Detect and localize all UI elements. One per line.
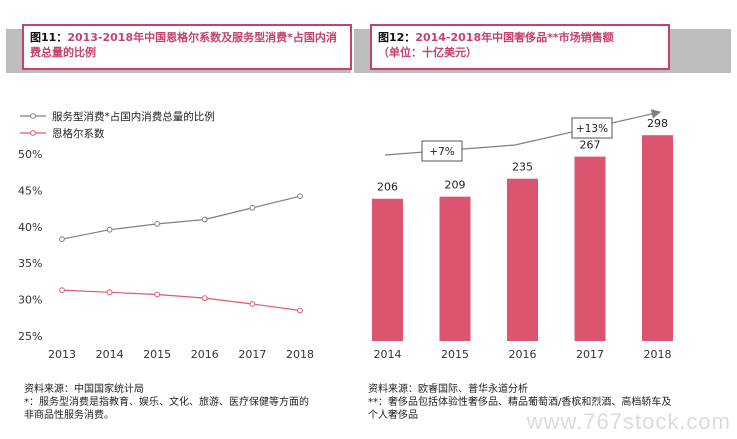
growth-annotation-label: +13% bbox=[576, 123, 608, 135]
legend-marker bbox=[30, 113, 36, 119]
legend-marker bbox=[30, 130, 36, 136]
growth-annotation-box bbox=[571, 117, 613, 139]
data-point bbox=[297, 193, 303, 200]
watermark-text: www.767stock.com bbox=[526, 409, 731, 434]
bar bbox=[642, 135, 673, 341]
y-tick-label: 25% bbox=[18, 330, 42, 343]
bar-value-label: 206 bbox=[377, 181, 398, 194]
data-point bbox=[201, 216, 208, 223]
y-tick-label: 45% bbox=[18, 184, 42, 197]
data-point bbox=[106, 226, 113, 233]
bar-value-label: 209 bbox=[445, 179, 466, 192]
legend-label: 恩格尔系数 bbox=[52, 127, 105, 140]
data-point bbox=[249, 204, 256, 211]
x-tick-label: 2015 bbox=[143, 348, 171, 361]
right-source-line3: 个人奢侈品 bbox=[368, 410, 418, 421]
right-subtitle: （单位：十亿美元） bbox=[378, 46, 477, 59]
left-chart-title: 图11：2013-2018年中国恩格尔系数及服务型消费*占国内消费总量的比例 bbox=[22, 24, 352, 70]
data-point bbox=[297, 307, 303, 314]
data-point bbox=[106, 289, 113, 296]
x-tick-label: 2015 bbox=[441, 348, 469, 361]
data-point bbox=[154, 291, 161, 298]
right-source-note: 资料来源：欧睿国际、普华永道分析 **：奢侈品包括体验性奢侈品、精品葡萄酒/香槟… bbox=[368, 383, 718, 422]
bar bbox=[372, 198, 403, 341]
bar bbox=[507, 178, 538, 341]
series-line bbox=[61, 195, 301, 240]
x-tick-label: 2017 bbox=[576, 348, 604, 361]
right-title-text: 2014-2018年中国奢侈品**市场销售额 bbox=[415, 31, 614, 44]
x-tick-label: 2013 bbox=[48, 348, 76, 361]
x-tick-label: 2016 bbox=[191, 348, 219, 361]
data-point bbox=[59, 287, 65, 294]
growth-annotation-box bbox=[421, 140, 463, 162]
y-tick-label: 30% bbox=[18, 294, 42, 307]
x-tick-label: 2016 bbox=[509, 348, 537, 361]
left-figure-number: 图11： bbox=[30, 31, 68, 44]
left-source-line2: *：服务型消费是指教育、娱乐、文化、旅游、医疗保健等方面的 bbox=[24, 397, 309, 408]
line-chart: 25% 30% 35% 40% 45% 50% 2013 2014 2015 2016 2017 20… bbox=[18, 110, 314, 361]
x-tick-label: 2018 bbox=[644, 348, 672, 361]
right-figure-number: 图12： bbox=[378, 31, 416, 44]
growth-annotation-label: +7% bbox=[429, 146, 454, 158]
x-tick-label: 2014 bbox=[96, 348, 124, 361]
bar-chart: 206 2014 209 2015 235 2016 267 2017 298 2018 +7% +1… bbox=[372, 109, 673, 361]
data-point bbox=[59, 236, 65, 243]
data-point bbox=[249, 301, 256, 307]
bar bbox=[439, 196, 471, 341]
legend-label: 服务型消费*占国内消费总量的比例 bbox=[52, 110, 215, 123]
bar bbox=[574, 156, 606, 341]
x-tick-label: 2018 bbox=[286, 348, 314, 361]
left-source-line3: 非商品性服务消费。 bbox=[24, 410, 114, 421]
x-tick-label: 2017 bbox=[238, 348, 266, 361]
bar-value-label: 298 bbox=[647, 117, 668, 130]
right-chart-title: 图12：2014-2018年中国奢侈品**市场销售额 （单位：十亿美元） bbox=[370, 24, 670, 70]
left-title-text: 2013-2018年中国恩格尔系数及服务型消费*占国内消费总量的比例 bbox=[30, 31, 337, 59]
x-tick-label: 2014 bbox=[374, 348, 402, 361]
data-point bbox=[154, 220, 161, 227]
left-source-note: 资料来源：中国国家统计局 *：服务型消费是指教育、娱乐、文化、旅游、医疗保健等方… bbox=[24, 383, 344, 422]
y-tick-label: 40% bbox=[18, 221, 42, 234]
data-point bbox=[201, 295, 208, 302]
bar-value-label: 267 bbox=[580, 139, 601, 152]
bar-value-label: 235 bbox=[512, 161, 533, 174]
right-source-line1: 资料来源：欧睿国际、普华永道分析 bbox=[368, 384, 528, 395]
series-line bbox=[61, 289, 301, 312]
right-source-line2: **：奢侈品包括体验性奢侈品、精品葡萄酒/香槟和烈酒、高档轿车及 bbox=[368, 397, 672, 408]
y-tick-label: 50% bbox=[18, 148, 42, 161]
left-source-line1: 资料来源：中国国家统计局 bbox=[24, 384, 144, 395]
y-tick-label: 35% bbox=[18, 257, 42, 270]
